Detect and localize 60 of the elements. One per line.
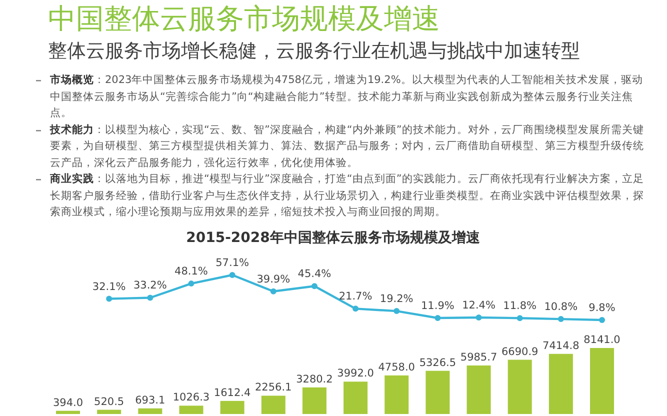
data-label: 3280.2 — [296, 373, 333, 386]
bar — [508, 360, 532, 414]
data-label: 11.8% — [503, 300, 537, 312]
text: 技术能力：以模型为核心，实现“云、数、智”深度融合，构建“内外兼顾”的技术能力。对外，云厂商围绕模型发展所需关键要素，为自研模型、第三方模型提供相关算力、算法、数据产品与服务；对内，云厂商借助自研模型、第三方模型升级传统云产品，深化云产品服务能力，强化运行效率，优化使用体验。 — [48, 122, 645, 170]
bar — [97, 410, 122, 414]
bar — [261, 396, 286, 414]
text: 整体云服务市场增长稳健，云服务行业在机遇与挑战中加速转型 — [48, 39, 580, 64]
data-label: 1612.4 — [214, 386, 251, 399]
point — [394, 308, 400, 314]
point — [188, 280, 194, 287]
data-label: 12.4% — [462, 300, 496, 312]
data-label: 21.7% — [338, 290, 372, 303]
data-label: 693.1 — [135, 394, 166, 406]
text: 市场概览：2023年中国整体云服务市场规模为4758亿元，增速为19.2%。以大模型为代表的人工智能相关技术发展，驱动中国整体云服务市场从“完善综合能力”向“构建融合能力”转型。技术能力革新与商业实践创新成为整体云服务行业关注焦点。 — [49, 72, 644, 121]
data-label: 394.0 — [52, 396, 84, 409]
text: 中国整体云服务市场规模及增速 — [48, 1, 440, 37]
data-label: 45.4% — [298, 268, 332, 280]
data-label: 520.5 — [94, 396, 124, 408]
data-label: 5985.7 — [460, 351, 498, 364]
point — [352, 306, 359, 312]
data-label: 33.2% — [133, 280, 167, 292]
data-label: 3992.0 — [337, 368, 374, 380]
data-label: 48.1% — [174, 266, 208, 278]
bar — [384, 375, 409, 414]
point — [270, 288, 276, 294]
point — [106, 296, 112, 302]
data-label: 6690.9 — [501, 346, 538, 358]
point — [311, 283, 318, 290]
point — [229, 272, 236, 278]
bar — [344, 382, 368, 414]
bar — [138, 408, 162, 414]
bar — [426, 370, 450, 414]
data-label: 7414.8 — [542, 340, 580, 352]
bar — [302, 387, 326, 414]
point — [476, 314, 482, 321]
data-label: 11.9% — [421, 300, 454, 312]
data-label: 10.8% — [544, 301, 578, 314]
bar — [466, 365, 491, 414]
data-label: 19.2% — [380, 293, 414, 306]
data-label: 9.8% — [588, 302, 616, 314]
point — [599, 317, 605, 323]
chart-title: 2015-2028年中国整体云服务市场规模及增速 — [186, 229, 481, 246]
data-label: 1026.3 — [172, 392, 210, 404]
data-label: 5326.5 — [419, 356, 456, 369]
data-label: 4758.0 — [378, 361, 415, 374]
point — [147, 294, 154, 301]
data-label: 39.9% — [256, 273, 290, 286]
data-label: 57.1% — [216, 257, 250, 269]
bar — [56, 410, 80, 414]
text: 商业实践：以落地为目标，推进“模型与行业”深度融合，打造“由点到面”的实践能力。云厂商依托现有行业解决方案，立足长期客户服务经验，借助行业客户与生态伙伴支持，从行业场景切入，构建行业垂类模型。在商业实践中评估模型效果，探索商业模式，缩小理论预期与应用效果的差异，缩短技术投入与商业回报的周期。 — [49, 172, 645, 220]
point — [516, 315, 523, 322]
data-label: 32.1% — [92, 280, 126, 293]
data-label: 2256.1 — [255, 382, 292, 394]
bar — [179, 406, 204, 414]
data-label: 8141.0 — [584, 334, 620, 346]
bar — [590, 348, 614, 414]
bar — [548, 354, 573, 414]
point — [558, 316, 564, 322]
bar — [220, 400, 244, 414]
point — [434, 315, 441, 321]
